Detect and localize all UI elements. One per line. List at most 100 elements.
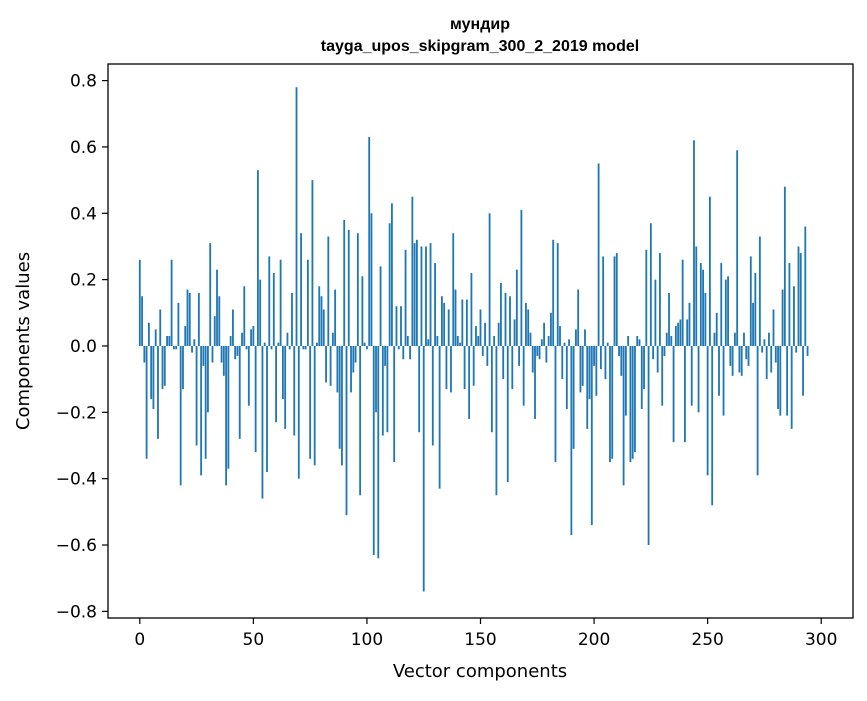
bar-70 — [297, 345, 300, 479]
bar-110 — [388, 223, 391, 346]
bar-265 — [740, 345, 743, 376]
bar-103 — [372, 345, 375, 555]
bar-8 — [157, 345, 159, 439]
bar-60 — [275, 345, 277, 423]
bar-39 — [227, 345, 230, 469]
bar-193 — [577, 289, 580, 346]
bar-108 — [384, 345, 387, 366]
bar-171 — [527, 309, 530, 346]
bar-158 — [497, 322, 500, 346]
bar-32 — [211, 345, 214, 363]
bar-269 — [749, 256, 752, 346]
bar-207 — [609, 345, 611, 463]
bar-128 — [429, 243, 432, 346]
x-tick-label: 300 — [805, 630, 837, 650]
bar-286 — [788, 263, 791, 346]
bar-261 — [731, 345, 734, 376]
bar-276 — [765, 345, 768, 380]
bar-159 — [500, 282, 502, 346]
bar-278 — [770, 345, 773, 373]
bar-145 — [468, 345, 471, 419]
bar-31 — [209, 243, 212, 346]
bar-263 — [736, 150, 739, 346]
bar-257 — [722, 345, 725, 416]
bar-169 — [522, 345, 525, 406]
bar-164 — [511, 345, 514, 390]
bar-100 — [366, 345, 368, 350]
bar-253 — [713, 332, 716, 346]
bar-277 — [768, 332, 770, 346]
x-tick-label: 150 — [464, 630, 496, 650]
y-tick-label: 0.0 — [70, 337, 97, 357]
bar-85 — [331, 332, 334, 346]
bar-66 — [288, 345, 291, 350]
bar-288 — [793, 286, 795, 346]
bar-274 — [761, 345, 764, 353]
bar-200 — [593, 345, 595, 366]
bar-273 — [758, 236, 761, 346]
bar-194 — [579, 345, 582, 393]
bar-220 — [638, 339, 641, 346]
bar-161 — [504, 292, 507, 346]
bar-181 — [550, 312, 552, 346]
bar-104 — [375, 345, 377, 413]
bar-86 — [334, 289, 337, 346]
bar-160 — [502, 345, 505, 380]
bar-97 — [359, 345, 362, 496]
bar-90 — [343, 219, 346, 346]
bar-205 — [604, 345, 607, 380]
bar-204 — [602, 256, 605, 346]
bar-280 — [774, 345, 777, 363]
bar-183 — [554, 345, 557, 463]
bar-228 — [656, 345, 659, 373]
bar-116 — [402, 345, 405, 360]
bar-222 — [643, 345, 645, 390]
bar-139 — [454, 289, 457, 346]
bar-179 — [545, 345, 548, 363]
bar-64 — [284, 345, 287, 429]
bar-44 — [238, 345, 241, 439]
bar-53 — [259, 279, 262, 346]
y-tick-label: 0.6 — [70, 138, 97, 158]
bar-289 — [795, 345, 798, 353]
bar-109 — [386, 345, 389, 433]
bar-235 — [672, 345, 675, 443]
bar-23 — [191, 345, 193, 353]
bar-9 — [159, 309, 162, 346]
bar-182 — [552, 239, 555, 346]
bar-67 — [291, 292, 293, 346]
bar-3 — [145, 345, 148, 459]
bar-36 — [220, 345, 223, 363]
bar-143 — [463, 345, 466, 390]
bar-117 — [404, 249, 407, 346]
bar-225 — [649, 223, 652, 346]
bar-77 — [313, 345, 316, 466]
bar-24 — [193, 339, 196, 346]
bar-2 — [143, 345, 146, 363]
bar-203 — [599, 345, 602, 370]
bar-206 — [606, 342, 609, 346]
bar-275 — [763, 339, 766, 346]
bar-264 — [738, 345, 741, 373]
x-axis-ticks: 0 50 100 150 200 250 300 — [134, 618, 837, 650]
bar-243 — [690, 345, 693, 406]
bar-146 — [470, 272, 473, 346]
bar-0 — [138, 259, 141, 346]
bar-115 — [400, 306, 402, 346]
bar-28 — [202, 345, 205, 366]
bar-123 — [418, 345, 421, 433]
bar-223 — [645, 249, 648, 346]
bar-174 — [534, 345, 536, 419]
y-tick-label: −0.2 — [56, 403, 97, 423]
bar-217 — [631, 345, 634, 459]
bar-234 — [670, 336, 673, 346]
bar-131 — [436, 336, 439, 346]
bar-152 — [484, 322, 486, 346]
bar-46 — [243, 286, 246, 346]
bar-238 — [679, 319, 682, 346]
bar-195 — [581, 345, 584, 386]
bar-284 — [783, 186, 786, 346]
chart-title: мундир — [450, 16, 510, 33]
bar-22 — [188, 292, 191, 346]
bar-148 — [475, 326, 477, 346]
